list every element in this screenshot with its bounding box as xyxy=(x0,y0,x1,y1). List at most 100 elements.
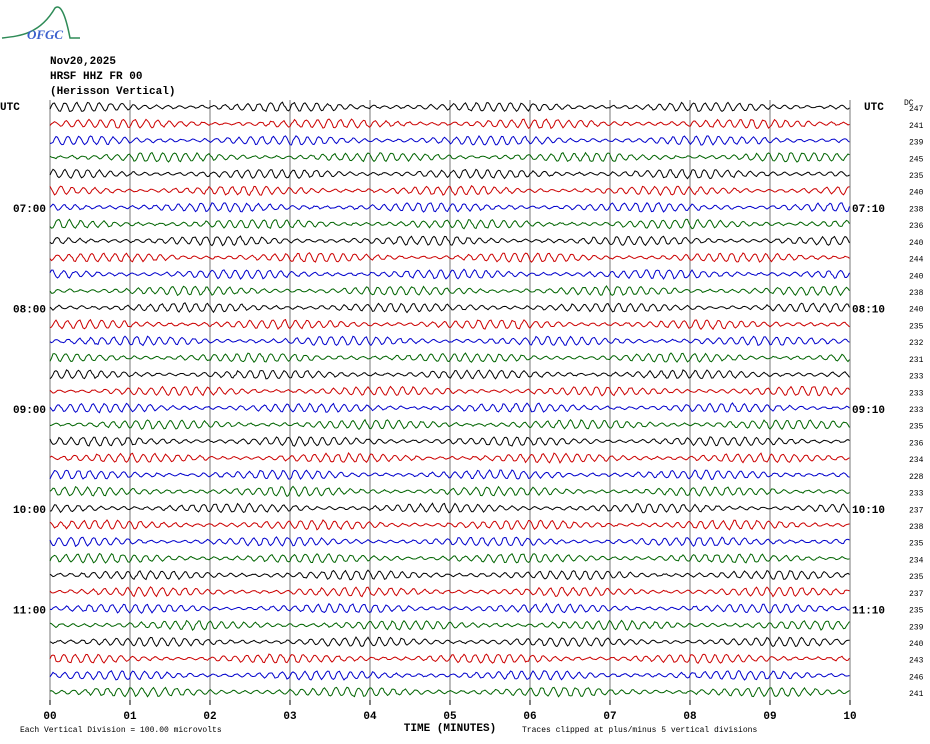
logo-curve xyxy=(1,6,80,39)
trace xyxy=(49,619,850,631)
dc-value: 241 xyxy=(909,122,924,131)
x-tick-label: 04 xyxy=(363,711,377,723)
dc-title: DC xyxy=(904,99,914,108)
x-tick-label: 10 xyxy=(843,711,856,723)
trace xyxy=(49,101,850,113)
x-tick-label: 00 xyxy=(43,711,56,723)
right-time-label: 07:10 xyxy=(852,204,885,216)
footnote-left: Each Vertical Division = 100.00 microvol… xyxy=(20,726,222,735)
dc-value: 235 xyxy=(909,322,924,331)
dc-value: 235 xyxy=(909,423,924,432)
x-tick-label: 08 xyxy=(683,711,697,723)
trace xyxy=(49,402,850,414)
dc-value: 240 xyxy=(909,239,924,248)
dc-value: 231 xyxy=(909,356,924,365)
trace xyxy=(49,502,850,514)
trace xyxy=(49,202,850,213)
trace xyxy=(49,168,850,180)
trace xyxy=(49,469,850,481)
left-time-label: 11:00 xyxy=(13,605,46,617)
dc-value: 234 xyxy=(909,556,924,565)
dc-value: 237 xyxy=(909,506,924,515)
trace xyxy=(49,385,850,397)
dc-value: 235 xyxy=(909,573,924,582)
footnote-right: Traces clipped at plus/minus 5 vertical … xyxy=(522,726,757,735)
dc-value: 235 xyxy=(909,172,924,181)
right-time-label: 11:10 xyxy=(852,605,885,617)
trace xyxy=(49,135,850,146)
dc-value: 240 xyxy=(909,272,924,281)
trace xyxy=(49,185,850,197)
x-tick-label: 06 xyxy=(523,711,536,723)
dc-value: 240 xyxy=(909,640,924,649)
dc-value: 232 xyxy=(909,339,924,348)
dc-value: 234 xyxy=(909,456,924,465)
trace xyxy=(49,268,850,280)
dc-value: 238 xyxy=(909,289,924,298)
x-tick-label: 09 xyxy=(763,711,776,723)
dc-value: 244 xyxy=(909,256,924,265)
dc-value: 247 xyxy=(909,105,924,114)
right-time-label: 09:10 xyxy=(852,405,885,417)
x-tick-label: 02 xyxy=(203,711,216,723)
trace xyxy=(49,118,850,130)
station: HRSF HHZ FR 00 xyxy=(50,71,142,83)
trace xyxy=(49,369,850,380)
dc-value: 236 xyxy=(909,439,924,448)
x-tick-label: 03 xyxy=(283,711,297,723)
dc-value: 233 xyxy=(909,389,924,398)
trace xyxy=(49,436,850,447)
dc-value: 233 xyxy=(909,373,924,382)
trace xyxy=(49,552,850,564)
dc-value: 246 xyxy=(909,673,924,682)
dc-value: 228 xyxy=(909,473,924,482)
trace xyxy=(49,218,850,230)
trace xyxy=(49,485,850,498)
x-tick-label: 05 xyxy=(443,711,457,723)
left-time-label: 07:00 xyxy=(13,204,46,216)
trace xyxy=(49,586,850,598)
trace xyxy=(49,252,850,263)
logo: OFGC xyxy=(27,27,63,42)
dc-value: 236 xyxy=(909,222,924,231)
dc-value: 245 xyxy=(909,155,924,164)
dc-value: 241 xyxy=(909,690,924,699)
trace xyxy=(49,235,850,247)
left-time-label: 10:00 xyxy=(13,505,46,517)
trace xyxy=(49,151,850,163)
dc-value: 240 xyxy=(909,189,924,198)
left-time-label: 08:00 xyxy=(13,304,46,316)
dc-value: 239 xyxy=(909,139,924,148)
x-tick-label: 01 xyxy=(123,711,137,723)
dc-value: 239 xyxy=(909,623,924,632)
trace xyxy=(49,686,850,698)
trace xyxy=(49,335,850,347)
trace xyxy=(49,602,850,614)
x-tick-label: 07 xyxy=(603,711,616,723)
dc-value: 240 xyxy=(909,306,924,315)
trace xyxy=(49,452,850,464)
left-time-label: 09:00 xyxy=(13,405,46,417)
trace xyxy=(49,519,850,531)
trace xyxy=(49,636,850,648)
date: Nov20,2025 xyxy=(50,56,116,68)
trace xyxy=(49,653,850,665)
dc-value: 243 xyxy=(909,657,924,666)
trace xyxy=(49,418,850,431)
dc-value: 237 xyxy=(909,590,924,599)
dc-value: 238 xyxy=(909,205,924,214)
left-title: UTC xyxy=(0,102,20,114)
trace xyxy=(49,536,850,548)
dc-value: 233 xyxy=(909,406,924,415)
trace xyxy=(49,669,850,681)
dc-value: 235 xyxy=(909,607,924,616)
trace xyxy=(49,352,850,363)
dc-value: 235 xyxy=(909,540,924,549)
x-axis-label: TIME (MINUTES) xyxy=(404,723,496,735)
trace xyxy=(49,302,850,314)
right-time-label: 10:10 xyxy=(852,505,885,517)
dc-value: 238 xyxy=(909,523,924,532)
location: (Herisson Vertical) xyxy=(50,86,175,98)
dc-value: 233 xyxy=(909,490,924,499)
trace xyxy=(49,285,850,297)
